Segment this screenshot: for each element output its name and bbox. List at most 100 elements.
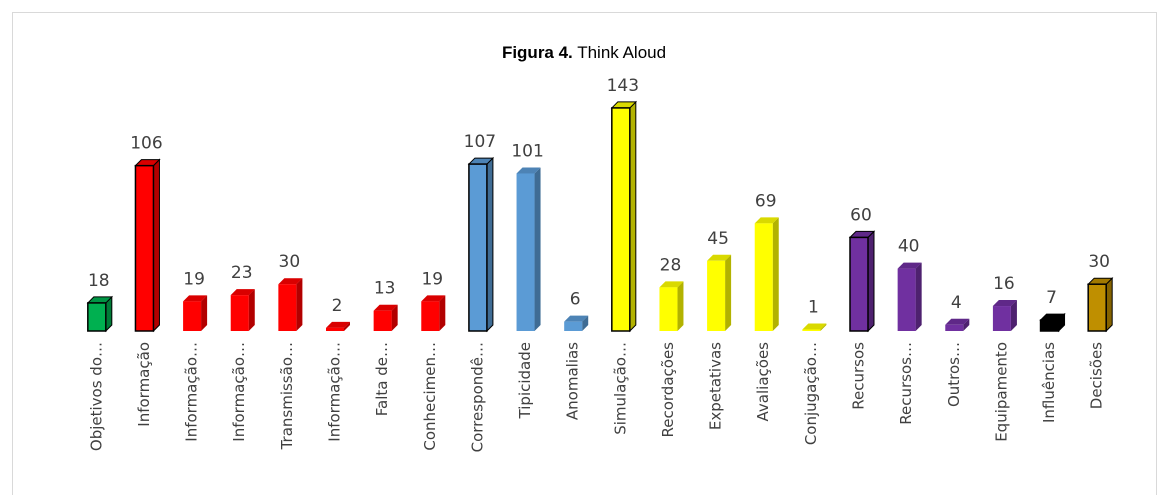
bar-side — [772, 217, 779, 331]
bar-side-shade — [534, 167, 541, 331]
bar-top — [659, 281, 684, 288]
value-label: 19 — [183, 269, 205, 289]
bar — [183, 295, 208, 331]
x-tick-label: Simulação… — [611, 342, 629, 435]
bar — [610, 100, 638, 333]
bar-side — [677, 281, 684, 331]
bar — [754, 217, 779, 331]
bar-side-shade — [201, 295, 208, 331]
x-tick-label: Transmissão… — [278, 342, 296, 450]
bar — [802, 323, 827, 331]
bar-front — [468, 163, 488, 332]
bar-side-shade — [1010, 300, 1017, 331]
bar — [134, 158, 161, 333]
bar — [992, 300, 1017, 331]
bar — [707, 254, 732, 331]
bar-top-shade — [659, 281, 684, 288]
bar-side-shade — [820, 323, 827, 331]
bar-side-shade — [772, 217, 779, 331]
bar-top-shade — [897, 262, 922, 269]
bar-top — [183, 295, 208, 302]
value-label: 40 — [898, 237, 920, 257]
x-tick-label: Avaliações — [754, 342, 772, 422]
bar-top-shade — [278, 278, 303, 285]
bar-top-shade — [1040, 314, 1065, 321]
bar-side — [820, 323, 827, 331]
bar — [848, 230, 876, 333]
bar — [1039, 312, 1066, 333]
value-label: 45 — [707, 229, 729, 249]
bar-front — [230, 295, 249, 331]
bar-front — [802, 329, 821, 331]
bar-side-shade — [153, 159, 160, 331]
value-label: 143 — [607, 76, 639, 96]
x-tick-label: Conhecimen… — [421, 342, 439, 451]
bar-front — [849, 236, 869, 332]
bar-side-shade — [915, 262, 922, 331]
bar — [230, 289, 255, 331]
bar-top-shade — [87, 296, 112, 303]
bar-top-shade — [373, 304, 398, 311]
x-tick-label: Recordações — [659, 342, 677, 438]
value-label: 2 — [332, 296, 343, 316]
bar-side — [201, 295, 208, 331]
bar — [659, 281, 684, 331]
value-label: 1 — [808, 297, 819, 317]
bar-top — [421, 295, 446, 302]
bar-top-shade — [1088, 278, 1113, 285]
bar — [86, 295, 114, 333]
x-tick-label: Falta de… — [373, 342, 391, 416]
bar-front — [1039, 319, 1060, 332]
x-tick-label: Equipamento — [992, 342, 1010, 442]
bar-front — [421, 301, 440, 331]
bar-side — [248, 289, 255, 331]
x-tick-label: Correspondê… — [468, 342, 486, 452]
bar-front — [897, 268, 916, 331]
value-label: 28 — [660, 255, 682, 275]
bar-front — [278, 284, 297, 331]
x-tick-label: Tipicidade — [516, 342, 534, 419]
bar-top-shade — [754, 217, 779, 224]
value-label: 60 — [850, 205, 872, 225]
bar — [373, 304, 398, 331]
bar-top-shade — [516, 167, 541, 174]
bar — [564, 315, 589, 331]
x-tick-label: Informação… — [326, 342, 344, 442]
value-label: 4 — [951, 293, 962, 313]
bar-front — [564, 321, 583, 331]
bar-top — [230, 289, 255, 296]
value-label: 69 — [755, 191, 777, 211]
bar-side-shade — [248, 289, 255, 331]
bar-top — [707, 254, 732, 261]
bar-top-shade — [802, 323, 827, 330]
bar-side-shade — [486, 158, 493, 331]
bar-top — [992, 300, 1017, 307]
bar-side-shade — [439, 295, 446, 331]
bar-top-shade — [707, 254, 732, 261]
bar-front — [134, 164, 155, 332]
bar-side-shade — [963, 318, 970, 331]
bar-front — [754, 223, 773, 331]
bar-front — [326, 327, 344, 331]
value-label: 18 — [88, 271, 110, 291]
bar-top-shade — [230, 289, 255, 296]
value-label: 7 — [1046, 288, 1057, 308]
value-label: 106 — [130, 134, 162, 154]
bar-side-shade — [677, 281, 684, 331]
bar-side-shade — [725, 254, 732, 331]
x-tick-label: Informação… — [183, 342, 201, 442]
bar-top-shade — [564, 315, 589, 322]
x-tick-label: Decisões — [1088, 342, 1106, 409]
bar-top-shade — [611, 101, 636, 108]
bar-side-shade — [629, 101, 636, 331]
bar-top — [373, 304, 398, 311]
bar-side-shade — [344, 321, 350, 331]
bar-side — [391, 304, 398, 331]
bar-top — [945, 318, 970, 325]
x-tick-label: Expetativas — [707, 342, 725, 430]
value-label: 30 — [1088, 252, 1110, 272]
bar-side — [915, 262, 922, 331]
bar-top-shade — [183, 295, 208, 302]
